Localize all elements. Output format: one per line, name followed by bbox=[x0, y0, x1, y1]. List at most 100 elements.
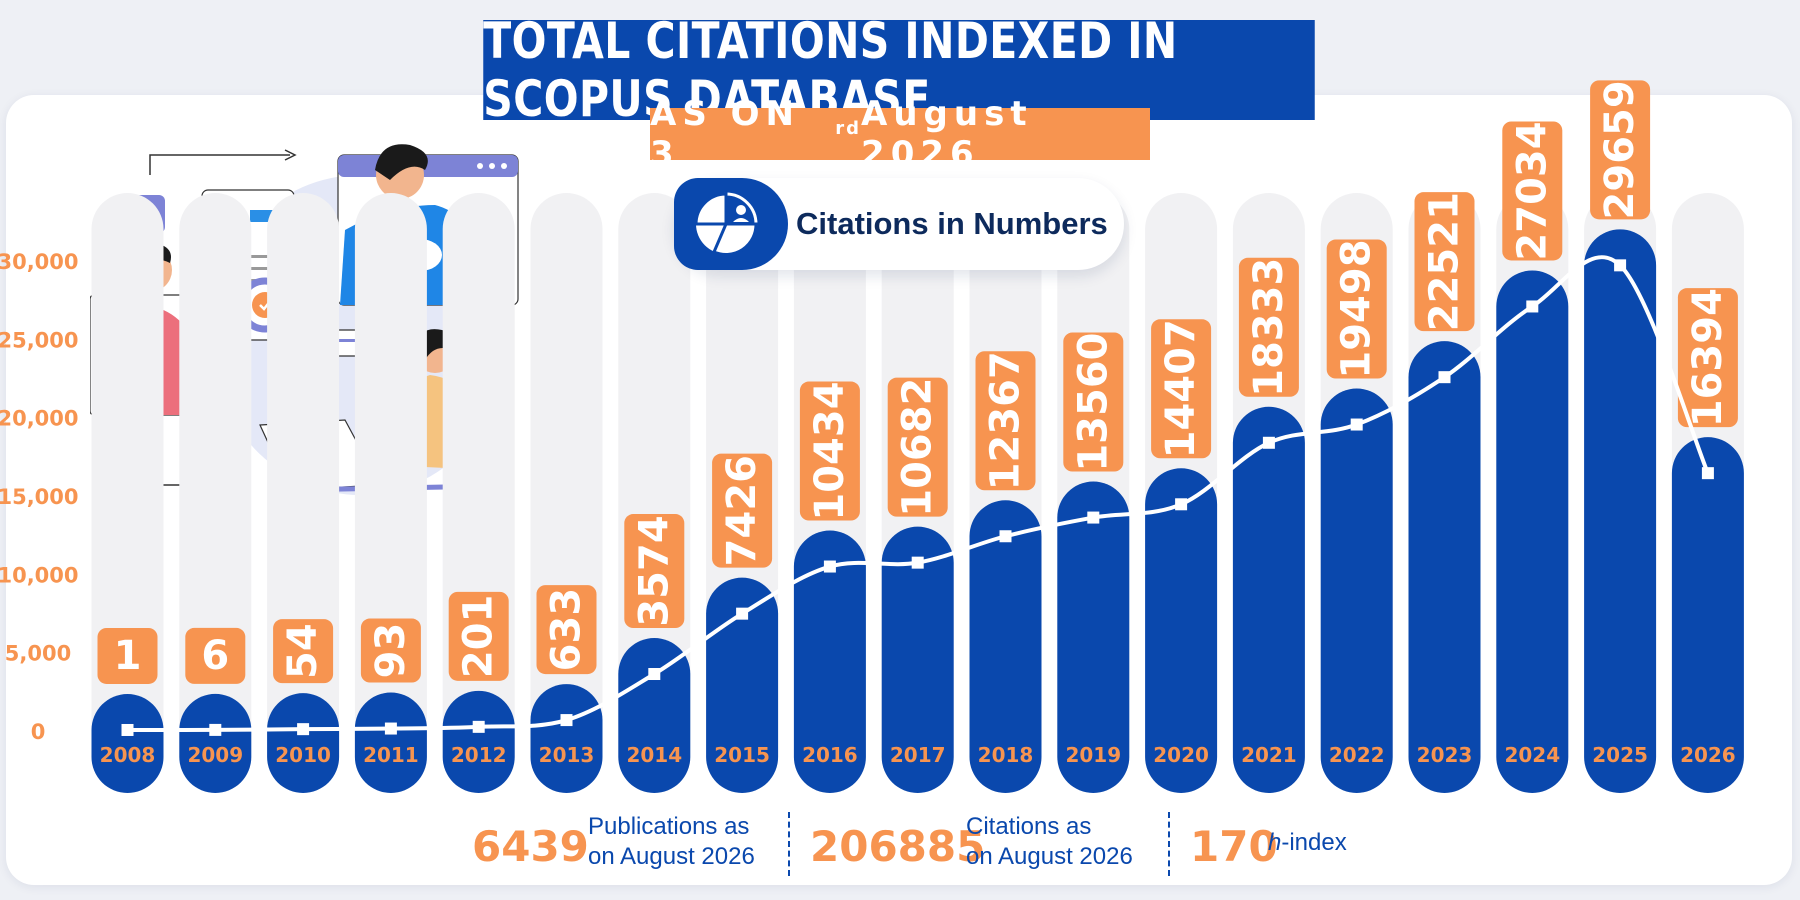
citations-label: Citations as on August 2026 bbox=[966, 812, 1133, 872]
x-tick-label: 2012 bbox=[451, 743, 507, 767]
y-tick-label: 0 bbox=[31, 720, 46, 744]
data-label: 7426 bbox=[719, 455, 765, 566]
x-tick-label: 2014 bbox=[626, 743, 682, 767]
data-label-box bbox=[799, 381, 860, 521]
x-tick-label: 2009 bbox=[187, 743, 243, 767]
x-tick-label: 2015 bbox=[714, 743, 770, 767]
data-label: 1 bbox=[114, 633, 142, 679]
y-tick-label: 5,000 bbox=[5, 642, 71, 666]
data-label-box bbox=[624, 514, 685, 629]
y-tick-label: 30,000 bbox=[0, 250, 79, 274]
x-tick-label: 2017 bbox=[890, 743, 946, 767]
bar bbox=[179, 693, 252, 793]
publications-label-line1: Publications as bbox=[588, 813, 750, 840]
data-label: 18333 bbox=[1246, 258, 1292, 397]
data-label: 10434 bbox=[807, 381, 853, 520]
publications-label-line2: on August 2026 bbox=[588, 843, 755, 870]
x-tick-label: 2011 bbox=[363, 743, 419, 767]
data-label-box bbox=[185, 627, 246, 684]
data-label: 6 bbox=[201, 633, 229, 679]
data-label-box bbox=[273, 619, 334, 684]
x-tick-label: 2010 bbox=[275, 743, 331, 767]
connector-arrow bbox=[149, 154, 290, 175]
bar bbox=[793, 530, 866, 793]
trend-point bbox=[1526, 300, 1539, 313]
trend-point bbox=[384, 722, 397, 735]
bar bbox=[354, 692, 427, 793]
trend-point bbox=[1262, 436, 1275, 449]
h-index-suffix: -index bbox=[1281, 829, 1347, 856]
bar bbox=[1320, 388, 1393, 793]
bar bbox=[881, 526, 954, 793]
x-tick-label: 2023 bbox=[1417, 743, 1473, 767]
data-label: 633 bbox=[544, 588, 590, 672]
x-tick-label: 2021 bbox=[1241, 743, 1297, 767]
subtitle-superscript: rd bbox=[835, 117, 862, 139]
publications-count: 6439 bbox=[472, 821, 589, 871]
bar bbox=[442, 690, 515, 793]
trend-point bbox=[736, 607, 749, 620]
h-index-italic-h: h bbox=[1268, 829, 1282, 856]
x-tick-label: 2008 bbox=[100, 743, 156, 767]
x-tick-label: 2024 bbox=[1504, 743, 1560, 767]
pie-chart-user-icon bbox=[694, 192, 758, 256]
bar bbox=[1408, 341, 1481, 793]
data-label: 19498 bbox=[1334, 239, 1380, 378]
bar bbox=[1496, 270, 1569, 793]
chart-title: TOTAL CITATIONS INDEXED IN SCOPUS DATABA… bbox=[483, 12, 1315, 128]
data-label-box bbox=[1063, 332, 1124, 472]
trend-point bbox=[1175, 498, 1188, 511]
trend-point bbox=[472, 720, 485, 733]
trend-point bbox=[209, 723, 222, 736]
subtitle-prefix: AS ON 3 bbox=[650, 94, 800, 174]
data-label: 29659 bbox=[1597, 80, 1643, 219]
trend-point bbox=[1087, 511, 1100, 524]
h-index-value: 170 bbox=[1190, 821, 1278, 871]
data-label: 27034 bbox=[1509, 121, 1555, 260]
x-tick-label: 2025 bbox=[1592, 743, 1648, 767]
data-label-box bbox=[448, 591, 509, 681]
data-label: 16394 bbox=[1685, 288, 1731, 427]
data-label: 10682 bbox=[895, 378, 941, 517]
data-label-box bbox=[1590, 80, 1651, 220]
y-tick-label: 20,000 bbox=[0, 407, 79, 431]
data-label-box bbox=[97, 627, 158, 684]
data-label: 93 bbox=[368, 623, 414, 679]
trend-point bbox=[1701, 467, 1714, 480]
bar bbox=[1232, 406, 1305, 793]
data-label: 54 bbox=[280, 623, 326, 679]
citations-count: 206885 bbox=[810, 821, 986, 871]
subtitle-date: August 2026 bbox=[861, 94, 1033, 174]
trend-point bbox=[560, 714, 573, 727]
y-tick-label: 25,000 bbox=[0, 328, 79, 352]
bar bbox=[1145, 468, 1218, 793]
x-tick-label: 2016 bbox=[802, 743, 858, 767]
trend-point bbox=[297, 723, 310, 736]
x-tick-label: 2013 bbox=[539, 743, 595, 767]
trend-point bbox=[1614, 259, 1627, 272]
x-tick-label: 2019 bbox=[1065, 743, 1121, 767]
data-label-box bbox=[536, 585, 597, 675]
footer-divider bbox=[1168, 812, 1170, 876]
trend-point bbox=[1350, 418, 1363, 431]
bar bbox=[1584, 229, 1657, 793]
publications-label: Publications as on August 2026 bbox=[588, 812, 755, 872]
chart-subtitle: AS ON 3 rd August 2026 bbox=[650, 94, 1150, 174]
trend-point bbox=[648, 668, 661, 681]
trend-point bbox=[1438, 371, 1451, 384]
bar bbox=[969, 500, 1042, 793]
data-label: 201 bbox=[456, 595, 502, 679]
trend-point bbox=[121, 723, 134, 736]
footer-divider bbox=[788, 812, 790, 876]
x-tick-label: 2026 bbox=[1680, 743, 1736, 767]
bar bbox=[530, 684, 603, 793]
trend-point bbox=[823, 560, 836, 573]
data-label-box bbox=[1677, 288, 1738, 428]
bar bbox=[91, 694, 164, 793]
data-label-box bbox=[1414, 192, 1475, 332]
citations-label-line2: on August 2026 bbox=[966, 843, 1133, 870]
bar bbox=[1671, 437, 1744, 793]
data-label-box bbox=[1502, 121, 1563, 261]
trend-line bbox=[127, 255, 1710, 732]
data-label: 22521 bbox=[1422, 192, 1468, 331]
